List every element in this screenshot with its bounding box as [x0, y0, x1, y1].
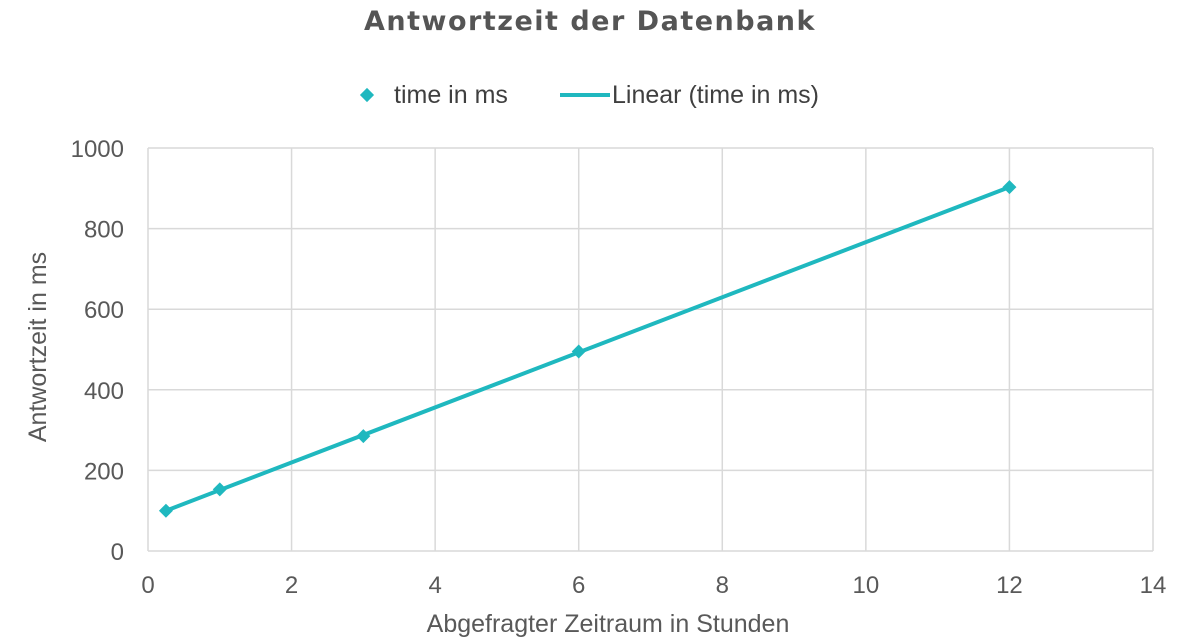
data-point-marker [571, 344, 586, 359]
x-tick-label: 12 [996, 572, 1023, 599]
trendline [165, 185, 1011, 513]
grid-lines [147, 147, 1154, 552]
data-point-marker [356, 429, 371, 444]
tick-labels: 0 200 400 600 800 1000 0 2 4 6 8 10 12 14 [71, 136, 1167, 599]
y-tick-label: 600 [84, 297, 124, 324]
data-point-marker [158, 503, 173, 518]
legend-item-trendline: Linear (time in ms) [560, 78, 819, 112]
data-point-marker [212, 482, 227, 497]
data-point-marker [1002, 180, 1017, 195]
x-tick-label: 14 [1140, 572, 1167, 599]
chart-legend: time in ms Linear (time in ms) [0, 78, 1180, 112]
y-tick-label: 400 [84, 378, 124, 405]
y-tick-label: 0 [111, 539, 124, 566]
y-tick-label: 200 [84, 458, 124, 485]
x-tick-label: 6 [572, 572, 585, 599]
y-tick-label: 1000 [71, 136, 124, 163]
x-tick-label: 8 [716, 572, 729, 599]
y-axis-title: Antwortzeit in ms [24, 252, 52, 442]
x-tick-label: 0 [141, 572, 154, 599]
x-tick-label: 10 [853, 572, 880, 599]
x-tick-label: 2 [285, 572, 298, 599]
x-tick-label: 4 [428, 572, 441, 599]
legend-label-markers: time in ms [394, 80, 508, 109]
legend-item-markers: time in ms [359, 78, 508, 112]
legend-label-trendline: Linear (time in ms) [612, 80, 819, 109]
x-axis-title: Abgefragter Zeitraum in Stunden [427, 610, 790, 638]
y-tick-label: 800 [84, 217, 124, 244]
data-points [158, 180, 1017, 518]
trendline-path [165, 185, 1011, 513]
line-swatch-icon [560, 93, 610, 97]
chart-title: Antwortzeit der Datenbank [364, 6, 816, 37]
